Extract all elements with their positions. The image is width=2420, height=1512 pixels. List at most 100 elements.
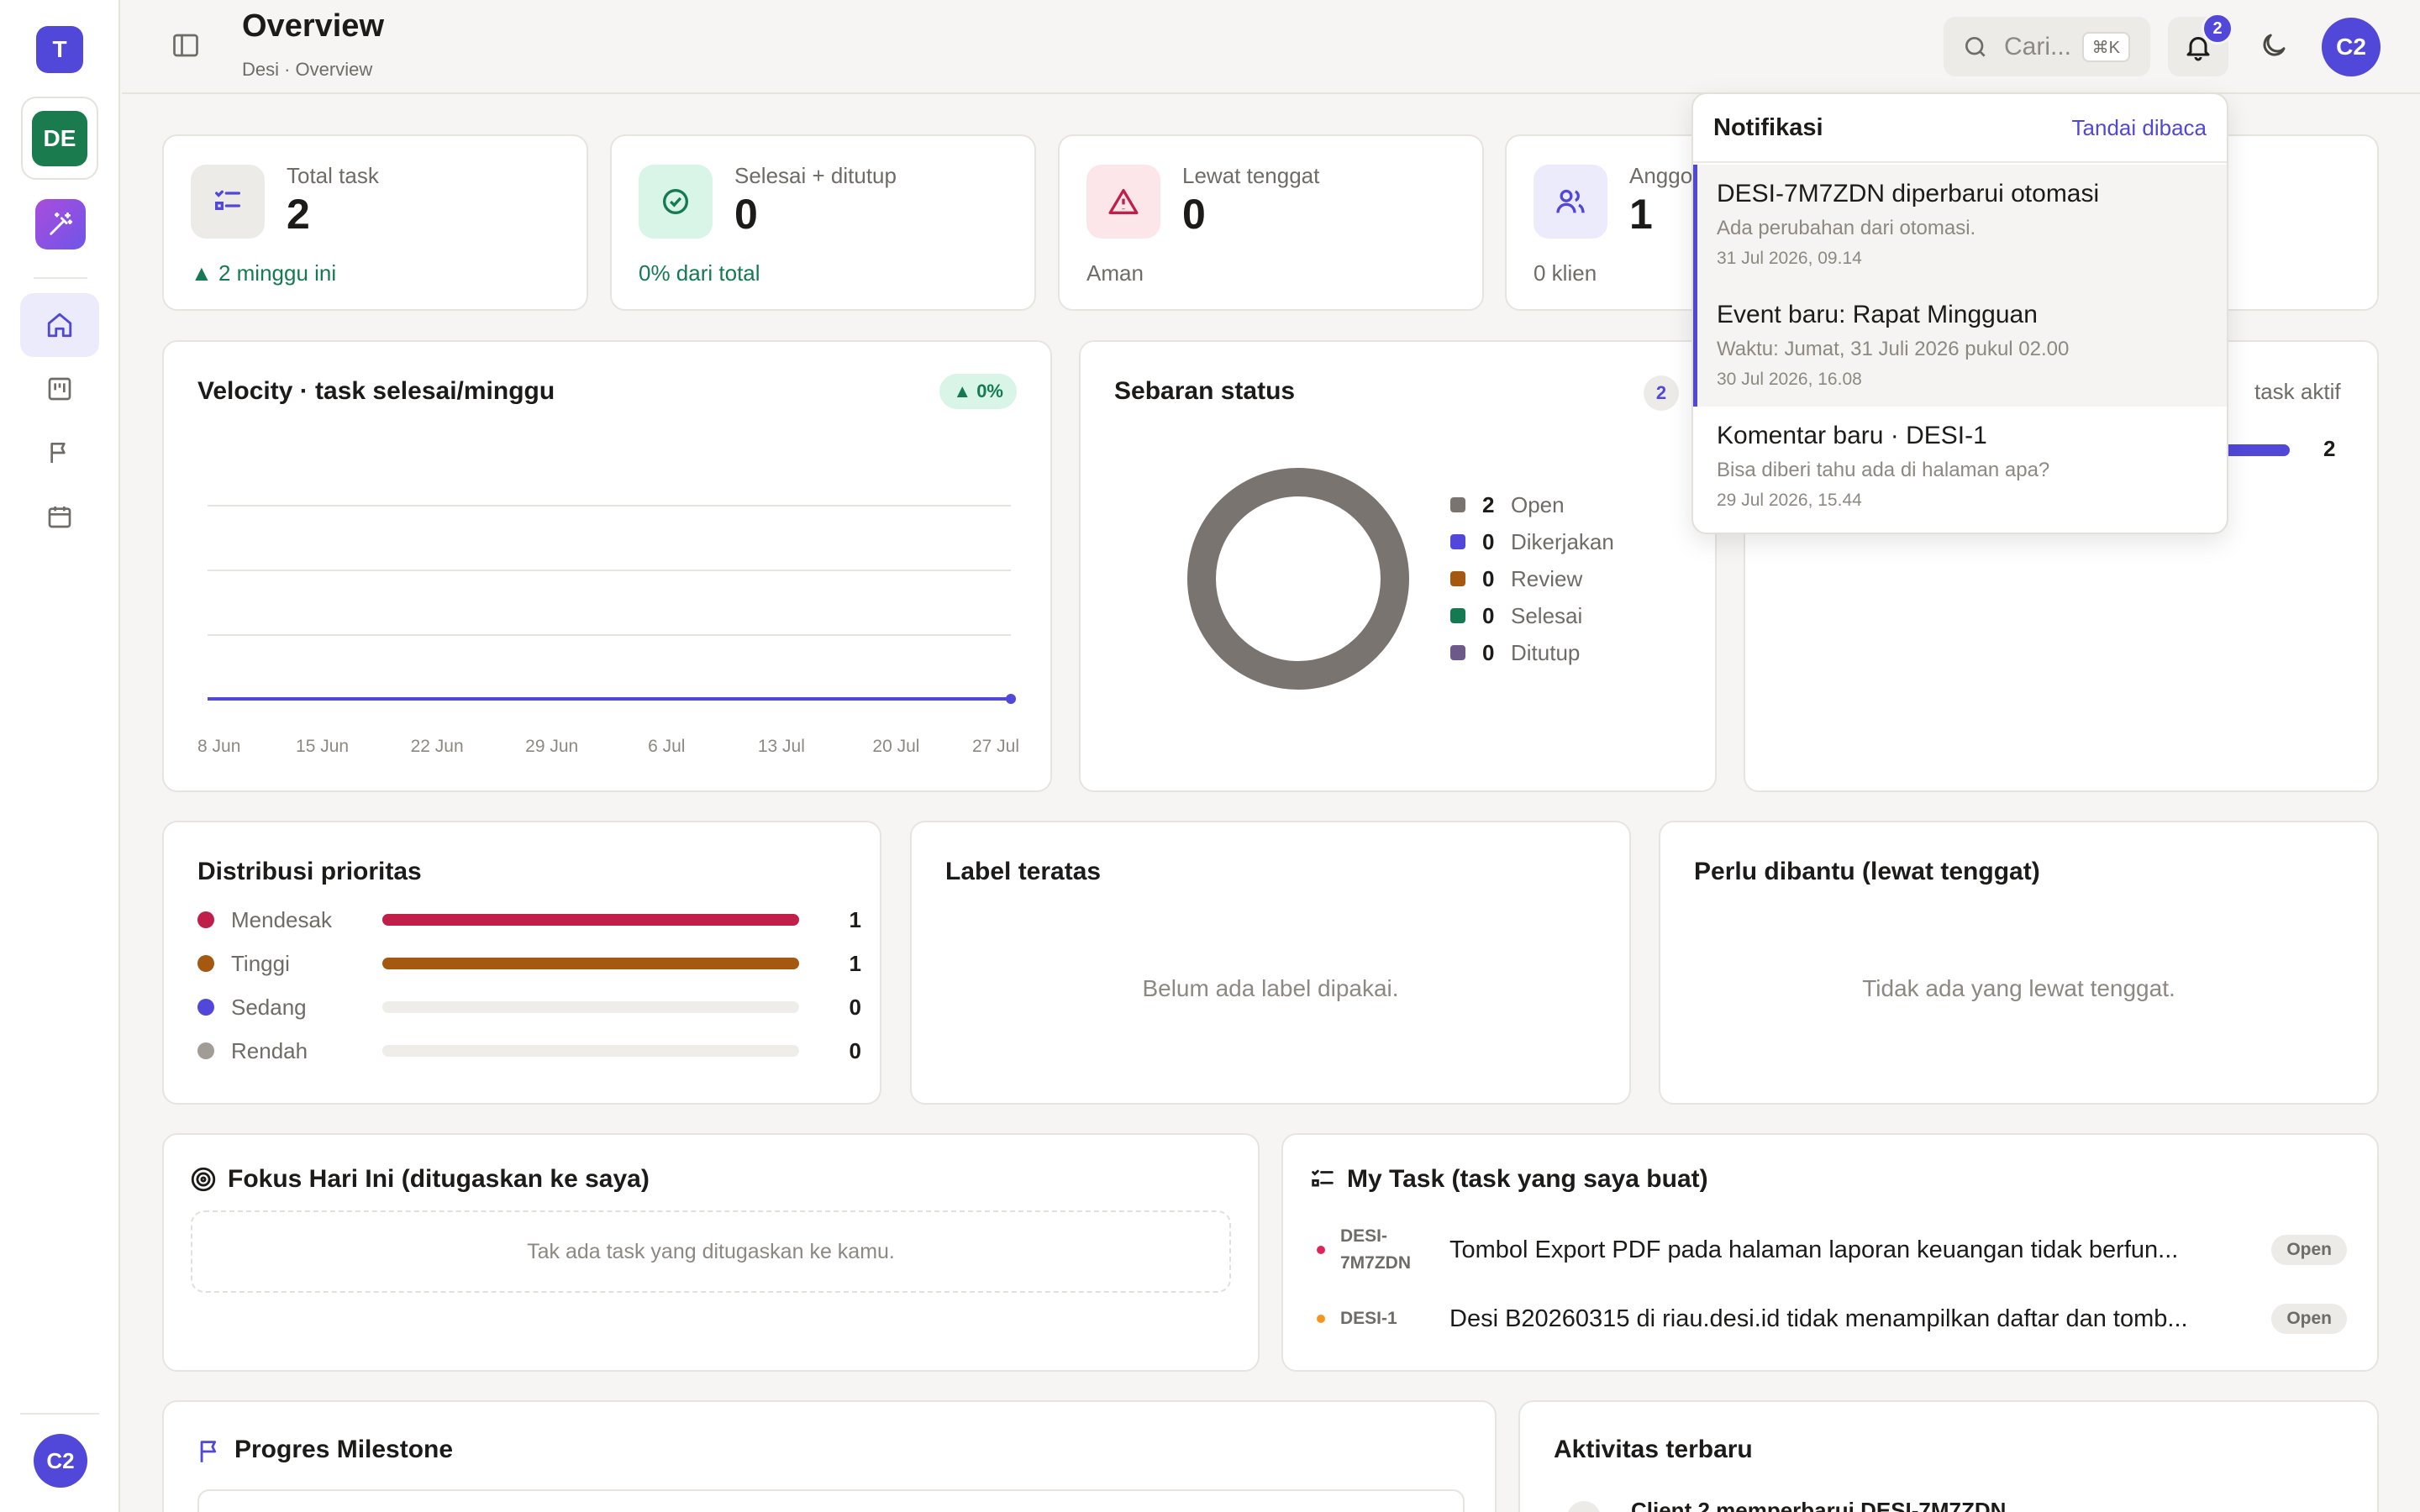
labels-empty-state: Belum ada label dipakai. [1142, 975, 1399, 1001]
status-card: Sebaran status 2 2 Open 0 Dikerjakan 0 Review… [1079, 340, 1717, 792]
notification-body: Bisa diberi tahu ada di halaman apa? [1717, 459, 2050, 481]
nav-milestones[interactable] [20, 421, 99, 485]
magic-wand-icon [50, 212, 73, 235]
sidebar-icon [173, 34, 198, 57]
legend-label: Review [1511, 565, 1583, 591]
task-title: Tombol Export PDF pada halaman laporan k… [1449, 1236, 2179, 1263]
sidebar-toggle-button[interactable] [171, 30, 213, 64]
priority-name: Mendesak [231, 906, 332, 932]
focus-empty-state: Tak ada task yang ditugaskan ke kamu. [191, 1210, 1231, 1293]
priority-card: Distribusi prioritas Mendesak 1 Tinggi 1 Sed… [162, 821, 881, 1105]
task-row[interactable]: DESI- 7M7ZDN Tombol Export PDF pada halama… [1317, 1221, 2347, 1279]
notification-item[interactable]: Event baru: Rapat Mingguan Waktu: Jumat,… [1693, 286, 2227, 407]
workspace-avatar[interactable]: T [36, 26, 83, 73]
legend-item: 2 Open [1450, 486, 1614, 523]
milestone-card: Progres Milestone [162, 1400, 1497, 1512]
stat-label: Lewat tenggat [1182, 163, 1320, 188]
task-id: DESI-1 [1340, 1309, 1397, 1328]
nav-board[interactable] [20, 357, 99, 421]
stat-label: Selesai + ditutup [734, 163, 897, 188]
milestone-item[interactable] [197, 1489, 1465, 1512]
moon-icon [2263, 34, 2286, 56]
x-tick-label: 29 Jun [525, 737, 578, 756]
user-avatar-rail[interactable]: C2 [34, 1434, 87, 1488]
legend-label: Ditutup [1511, 639, 1581, 665]
legend-label: Open [1511, 491, 1565, 517]
notification-title: Komentar baru · DESI-1 [1717, 422, 1987, 449]
x-tick-label: 27 Jul [972, 737, 1019, 756]
project-switcher[interactable]: DE [21, 97, 98, 180]
legend-count: 2 [1482, 491, 1495, 517]
rail-divider-bottom [20, 1413, 99, 1415]
legend-swatch [1450, 534, 1465, 549]
status-donut-chart [1187, 468, 1409, 690]
search-button[interactable]: Cari... ⌘K [1944, 17, 2150, 76]
priority-dot [197, 999, 214, 1016]
labels-title: Label teratas [945, 858, 1102, 885]
notification-item[interactable]: Komentar baru · DESI-1 Bisa diberi tahu … [1693, 407, 2227, 533]
stat-label: Total task [287, 163, 379, 188]
priority-name: Rendah [231, 1037, 308, 1063]
rail-divider [34, 277, 87, 279]
priority-row: Mendesak 1 [197, 898, 861, 942]
nav-calendar[interactable] [20, 485, 99, 549]
velocity-change-badge: ▲ 0% [939, 374, 1017, 409]
search-icon [1965, 36, 1986, 57]
velocity-point[interactable] [1006, 694, 1016, 704]
x-tick-label: 22 Jun [411, 737, 464, 756]
overdue-title: Perlu dibantu (lewat tenggat) [1694, 858, 2040, 885]
notification-body: Waktu: Jumat, 31 Juli 2026 pukul 02.00 [1717, 338, 2070, 360]
status-title: Sebaran status [1114, 377, 1296, 405]
theme-toggle-button[interactable] [2259, 30, 2292, 64]
focus-title: Fokus Hari Ini (ditugaskan ke saya) [228, 1165, 650, 1193]
x-tick-label: 13 Jul [758, 737, 805, 756]
notification-title: DESI-7M7ZDN diperbarui otomasi [1717, 180, 2100, 207]
overdue-empty-state: Tidak ada yang lewat tenggat. [1862, 975, 2175, 1001]
mytask-title: My Task (task yang saya buat) [1347, 1165, 1708, 1193]
priority-row: Tinggi 1 [197, 942, 861, 985]
flag-icon [200, 1441, 217, 1462]
calendar-icon [48, 507, 71, 528]
priority-name: Sedang [231, 994, 307, 1020]
focus-card: Fokus Hari Ini (ditugaskan ke saya) Tak … [162, 1133, 1260, 1372]
priority-bar-fill [382, 958, 799, 969]
task-title: Desi B20260315 di riau.desi.id tidak men… [1449, 1305, 2188, 1332]
stat-status: Aman [1086, 260, 1144, 286]
mytask-card: My Task (task yang saya buat) DESI- 7M7ZD… [1281, 1133, 2379, 1372]
task-priority-dot [1317, 1246, 1325, 1254]
check-circle-icon [639, 165, 713, 239]
breadcrumb[interactable]: Desi · Overview [242, 59, 373, 80]
ai-magic-button[interactable] [35, 199, 86, 249]
users-icon [1534, 165, 1607, 239]
home-icon [47, 312, 72, 338]
activity-title: Aktivitas terbaru [1554, 1436, 1753, 1463]
priority-count: 0 [849, 1037, 861, 1063]
task-row[interactable]: DESI-1 Desi B20260315 di riau.desi.id tid… [1317, 1289, 2347, 1348]
velocity-chart: 8 Jun 15 Jun 22 Jun 29 Jun 6 Jul 13 Jul 20 Jul… [197, 505, 1019, 756]
stat-value: 0 [1182, 191, 1206, 238]
x-tick-label: 20 Jul [872, 737, 919, 756]
nav-home[interactable] [20, 293, 99, 357]
activity-card: Aktivitas terbaru Client 2 memperbarui D… [1518, 1400, 2379, 1512]
legend-item: 0 Dikerjakan [1450, 523, 1614, 560]
user-avatar[interactable]: C2 [2322, 18, 2381, 76]
priority-bar-track [382, 1045, 799, 1057]
legend-item: 0 Review [1450, 560, 1614, 597]
flag-icon [50, 443, 66, 463]
mark-read-button[interactable]: Tandai dibaca [2071, 114, 2207, 140]
stat-card-done: Selesai + ditutup 0 0% dari total [610, 134, 1036, 311]
donut-slice[interactable] [1187, 468, 1409, 690]
legend-item: 0 Selesai [1450, 597, 1614, 634]
stat-value: 1 [1629, 191, 1653, 238]
legend-count: 0 [1482, 602, 1495, 628]
priority-dot [197, 955, 214, 972]
list-check-icon [1312, 1169, 1334, 1187]
left-rail [0, 0, 120, 1512]
overdue-card: Perlu dibantu (lewat tenggat) Tidak ada … [1659, 821, 2379, 1105]
notification-item[interactable]: DESI-7M7ZDN diperbarui otomasi Ada perub… [1693, 165, 2227, 286]
priority-bar-track [382, 958, 799, 969]
project-avatar: DE [32, 110, 87, 166]
notification-title: Event baru: Rapat Mingguan [1717, 301, 2038, 328]
legend-label: Selesai [1511, 602, 1583, 628]
milestone-title: Progres Milestone [234, 1436, 454, 1463]
